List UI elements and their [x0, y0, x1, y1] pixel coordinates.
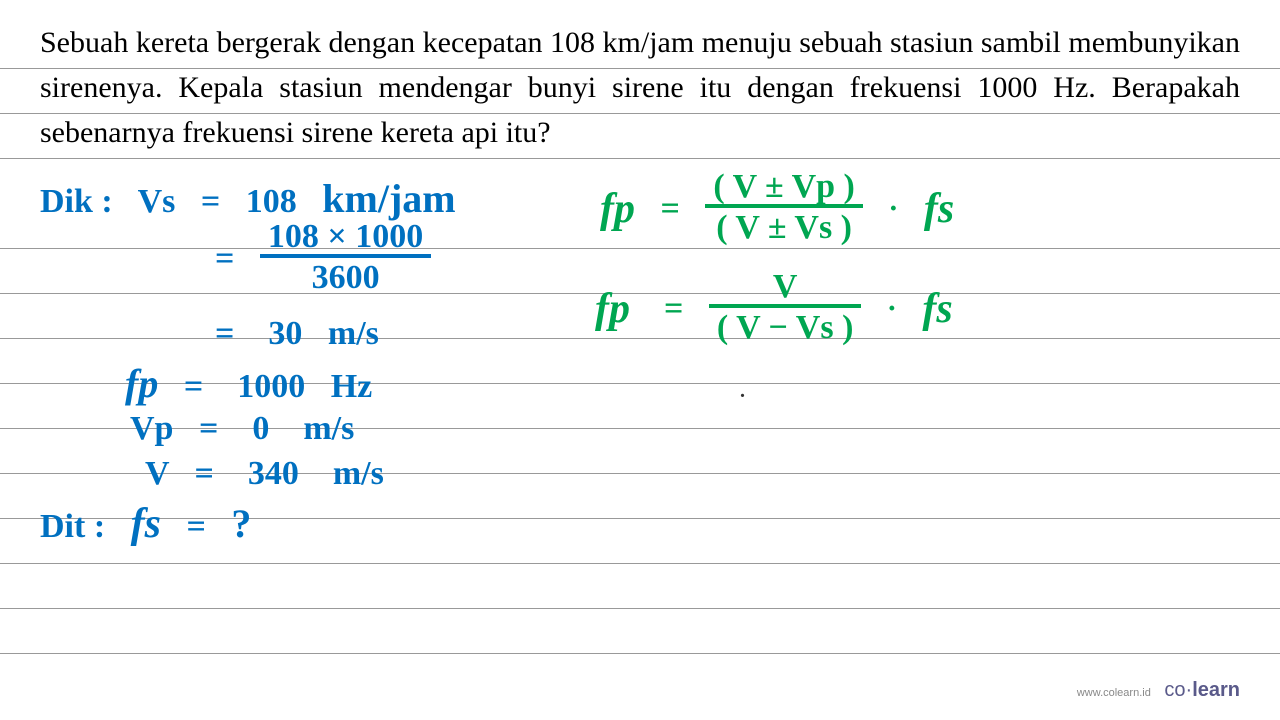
dik-line-2: = 108 × 1000 3600	[215, 220, 431, 299]
vp-value: 0	[252, 410, 269, 447]
v-value: 340	[248, 455, 299, 492]
ruled-line	[0, 68, 1280, 69]
brand-url: www.colearn.id	[1077, 687, 1151, 699]
stray-dot: .	[740, 380, 745, 403]
formula2-fraction: V ( V − Vs )	[709, 270, 862, 349]
ruled-line	[0, 113, 1280, 114]
v-unit: m/s	[333, 455, 384, 492]
conversion-fraction: 108 × 1000 3600	[260, 220, 431, 299]
vs-value: 108	[246, 183, 297, 220]
vs-unit: km/jam	[322, 176, 455, 221]
equals: =	[201, 183, 220, 220]
brand-logo: www.colearn.id co·learn	[1077, 679, 1240, 702]
fp-line: fp = 1000 Hz	[125, 360, 372, 407]
vs-result: 30	[268, 315, 302, 352]
dit-line: Dit : fs = ?	[40, 500, 251, 548]
formula2-rhs: fs	[922, 285, 952, 333]
formula-1: fp = ( V ± Vp ) ( V ± Vs ) · fs	[600, 170, 954, 249]
v-symbol: V	[145, 455, 169, 492]
equals: =	[187, 508, 206, 545]
dit-label: Dit :	[40, 508, 105, 545]
vp-unit: m/s	[303, 410, 354, 447]
equals: =	[664, 290, 683, 328]
conv-denominator: 3600	[260, 258, 431, 299]
fs-symbol: fs	[131, 501, 161, 547]
vp-line: Vp = 0 m/s	[130, 410, 354, 448]
ruled-line	[0, 653, 1280, 654]
equals: =	[215, 315, 234, 352]
dik-line-3: = 30 m/s	[215, 315, 379, 353]
handwriting-area: Dik : Vs = 108 km/jam = 108 × 1000 3600 …	[40, 165, 1240, 625]
v-line: V = 340 m/s	[145, 455, 384, 493]
formula1-den: ( V ± Vs )	[705, 208, 862, 249]
equals: =	[194, 455, 213, 492]
vp-symbol: Vp	[130, 410, 173, 447]
fp-value: 1000	[237, 368, 305, 405]
formula1-lhs: fp	[600, 185, 635, 233]
formula2-den: ( V − Vs )	[709, 308, 862, 349]
vs-symbol: Vs	[138, 183, 176, 220]
problem-text: Sebuah kereta bergerak dengan kecepatan …	[40, 20, 1240, 155]
vs-result-unit: m/s	[328, 315, 379, 352]
formula1-num: ( V ± Vp )	[705, 170, 862, 208]
formula2-num: V	[709, 270, 862, 308]
brand-name: co·learn	[1164, 679, 1240, 701]
dot: ·	[888, 192, 898, 226]
paper-area: Sebuah kereta bergerak dengan kecepatan …	[0, 0, 1280, 720]
formula-2: fp = V ( V − Vs ) · fs	[595, 270, 953, 349]
equals: =	[199, 410, 218, 447]
fp-symbol: fp	[125, 361, 158, 406]
conv-numerator: 108 × 1000	[260, 220, 431, 258]
dik-line-1: Dik : Vs = 108 km/jam	[40, 175, 456, 222]
formula1-fraction: ( V ± Vp ) ( V ± Vs )	[705, 170, 862, 249]
formula1-rhs: fs	[924, 185, 954, 233]
dot: ·	[887, 292, 897, 326]
dik-label: Dik :	[40, 183, 113, 220]
equals: =	[184, 368, 203, 405]
question-mark: ?	[231, 501, 251, 546]
ruled-line	[0, 158, 1280, 159]
equals: =	[215, 240, 234, 278]
formula2-lhs: fp	[595, 285, 630, 333]
equals: =	[661, 190, 680, 228]
fp-unit: Hz	[331, 368, 373, 405]
